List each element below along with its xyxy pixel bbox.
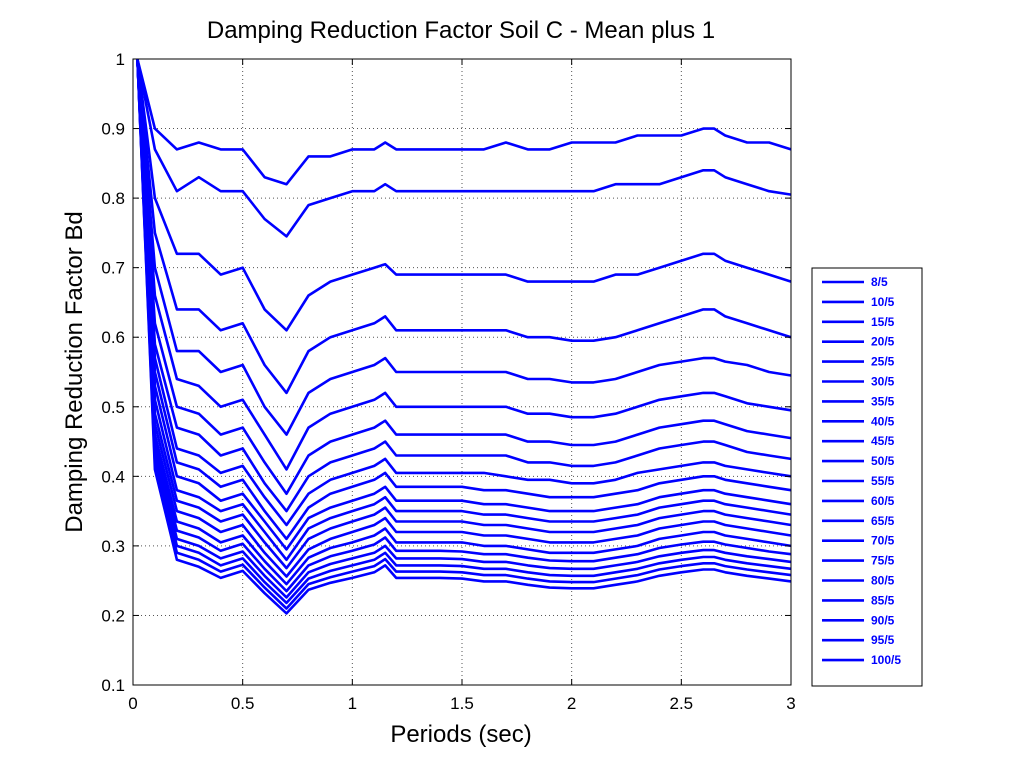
x-tick-label: 3 [786, 694, 795, 713]
series-line-45-5 [136, 58, 792, 527]
series-line-60-5 [136, 58, 792, 562]
legend-entry-label: 60/5 [871, 494, 895, 508]
series-line-50-5 [136, 58, 792, 541]
x-tick-label: 1 [348, 694, 357, 713]
legend: 8/5 10/5 15/5 20/5 25/5 30/5 35/5 40/5 45/5 50/5 5… [811, 267, 923, 687]
x-tick-label: 2 [567, 694, 576, 713]
legend-entry-label: 10/5 [871, 295, 895, 309]
chart-title: Damping Reduction Factor Soil C - Mean p… [207, 17, 715, 44]
legend-entry-label: 70/5 [871, 534, 895, 548]
legend-entry-label: 30/5 [871, 375, 895, 389]
legend-entry-label: 85/5 [871, 593, 895, 607]
y-tick-label: 0.9 [101, 120, 125, 139]
legend-entry-label: 100/5 [871, 653, 901, 667]
legend-entry-label: 20/5 [871, 335, 895, 349]
series-line-95-5 [136, 58, 792, 610]
x-tick-label: 2.5 [670, 694, 694, 713]
series-line-65-5 [136, 58, 792, 570]
series-line-35-5 [136, 58, 792, 496]
series-line-10-5 [136, 58, 792, 238]
x-tick-label: 0 [128, 694, 137, 713]
x-tick-label: 0.5 [231, 694, 255, 713]
y-tick-label: 0.1 [101, 676, 125, 695]
series-lines [136, 58, 792, 615]
legend-entry-label: 45/5 [871, 434, 895, 448]
legend-entry-label: 95/5 [871, 633, 895, 647]
series-line-30-5 [136, 58, 792, 471]
y-tick-label: 0.5 [101, 398, 125, 417]
axis-ticks: 0 0.5 1 1.5 2 2.5 3 0.1 0.2 0.3 0.4 0.5 0.6 0.7 0.8 0.9… [101, 50, 795, 713]
series-line-15-5 [136, 58, 792, 332]
series-line-75-5 [136, 58, 792, 586]
y-tick-label: 0.7 [101, 259, 125, 278]
legend-entry-label: 65/5 [871, 514, 895, 528]
y-tick-label: 0.4 [101, 467, 125, 486]
series-line-25-5 [136, 58, 792, 436]
legend-entry-label: 35/5 [871, 394, 895, 408]
series-line-8-5 [136, 58, 792, 186]
legend-box [811, 267, 923, 687]
series-line-40-5 [136, 58, 792, 513]
y-tick-label: 0.8 [101, 189, 125, 208]
legend-entry-label: 25/5 [871, 355, 895, 369]
legend-entry-label: 15/5 [871, 315, 895, 329]
y-axis-label: Damping Reduction Factor Bd [61, 211, 88, 533]
x-axis-label: Periods (sec) [390, 721, 531, 748]
y-tick-label: 1 [116, 50, 125, 69]
y-tick-label: 0.6 [101, 328, 125, 347]
series-line-100-5 [136, 58, 792, 615]
legend-entry-label: 40/5 [871, 414, 895, 428]
x-tick-label: 1.5 [450, 694, 474, 713]
series-line-90-5 [136, 58, 792, 605]
legend-entry-label: 75/5 [871, 554, 895, 568]
series-line-80-5 [136, 58, 792, 593]
legend-entry-label: 50/5 [871, 454, 895, 468]
series-line-55-5 [136, 58, 792, 551]
y-tick-label: 0.3 [101, 537, 125, 556]
y-tick-label: 0.2 [101, 606, 125, 625]
series-line-85-5 [136, 58, 792, 599]
series-line-20-5 [136, 58, 792, 395]
legend-entry-label: 8/5 [871, 275, 888, 289]
legend-entry-label: 90/5 [871, 613, 895, 627]
legend-entry-label: 80/5 [871, 574, 895, 588]
series-line-70-5 [136, 58, 792, 578]
legend-entry-label: 55/5 [871, 474, 895, 488]
